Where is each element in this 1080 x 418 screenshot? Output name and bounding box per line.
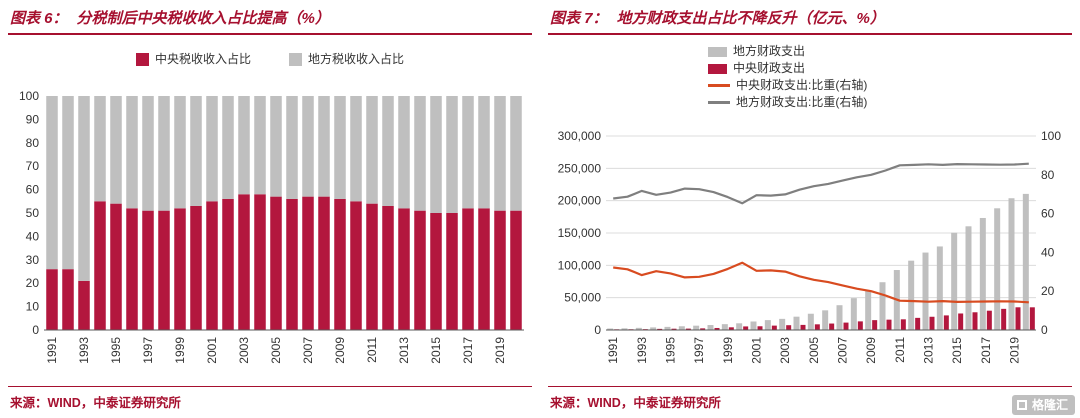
legend-item: 中央财政支出:比重(右轴) — [708, 78, 867, 93]
svg-text:2013: 2013 — [397, 337, 411, 364]
gelonghui-logo-text: 格隆汇 — [1031, 398, 1068, 412]
svg-text:1997: 1997 — [141, 337, 155, 364]
legend-label: 中央税收收入占比 — [154, 52, 251, 66]
svg-text:100: 100 — [19, 89, 39, 103]
svg-text:90: 90 — [26, 112, 40, 126]
svg-text:2009: 2009 — [333, 337, 347, 364]
figure-6-source-note: 来源：WIND，中泰证券研究所 — [10, 396, 181, 410]
legend-item: 地方财政支出:比重(右轴) — [708, 95, 867, 110]
svg-text:40: 40 — [26, 229, 40, 243]
svg-text:2007: 2007 — [301, 337, 315, 364]
svg-text:20: 20 — [1041, 284, 1055, 298]
svg-text:2007: 2007 — [836, 337, 850, 364]
svg-text:100,000: 100,000 — [558, 258, 602, 272]
figure-7-label: 图表 7： — [550, 10, 608, 27]
svg-text:50: 50 — [26, 206, 40, 220]
figure-6-label: 图表 6： — [10, 10, 68, 27]
svg-text:2019: 2019 — [493, 337, 507, 364]
svg-text:2001: 2001 — [750, 337, 764, 364]
stacked-bar-chart-tax-revenue-share: 0 10 20 30 40 50 60 70 80 90 100 1991 1993 1995 1997 19… — [19, 89, 524, 364]
figure-7-title: 地方财政支出占比不降反升（亿元、%） — [616, 10, 885, 27]
svg-text:0: 0 — [1041, 323, 1048, 337]
svg-text:1997: 1997 — [692, 337, 706, 364]
svg-text:1991: 1991 — [606, 337, 620, 364]
figure-6-source-divider — [8, 386, 532, 387]
figure-6-legend: 中央税收收入占比 地方税收收入占比 — [0, 52, 540, 67]
svg-text:200,000: 200,000 — [558, 194, 602, 208]
svg-text:0: 0 — [594, 323, 601, 337]
legend-bar-swatch — [708, 63, 727, 74]
svg-text:0: 0 — [32, 323, 39, 337]
svg-text:100: 100 — [1041, 129, 1061, 143]
figure-7-legend: 地方财政支出 中央财政支出中央财政支出:比重(右轴) 地方财政支出:比重(右轴) — [708, 44, 867, 110]
svg-text:80: 80 — [26, 136, 40, 150]
legend-item: 中央财政支出 — [708, 61, 867, 76]
svg-text:2009: 2009 — [864, 337, 878, 364]
svg-text:1991: 1991 — [45, 337, 59, 364]
legend-item: 中央税收收入占比 — [135, 52, 251, 67]
legend-label: 中央财政支出 — [733, 61, 806, 75]
svg-text:2003: 2003 — [237, 337, 251, 364]
svg-text:2001: 2001 — [205, 337, 219, 364]
legend-label: 地方税收收入占比 — [308, 52, 405, 66]
figure-6-title: 分税制后中央税收收入占比提高（%） — [76, 10, 330, 27]
svg-text:2013: 2013 — [922, 337, 936, 364]
svg-text:60: 60 — [1041, 207, 1055, 221]
svg-text:2015: 2015 — [950, 337, 964, 364]
svg-text:250,000: 250,000 — [558, 161, 602, 175]
svg-text:40: 40 — [1041, 245, 1055, 259]
legend-label: 地方财政支出 — [733, 44, 806, 58]
svg-text:30: 30 — [26, 253, 40, 267]
figure-6-header: 图表 6： 分税制后中央税收收入占比提高（%） — [10, 7, 534, 28]
legend-bar-swatch — [135, 53, 149, 66]
legend-line-swatch — [708, 84, 730, 87]
svg-text:1995: 1995 — [109, 337, 123, 364]
legend-bar-swatch — [289, 53, 302, 66]
panel-figure-7: 图表 7： 地方财政支出占比不降反升（亿元、%） 地方财政支出 中央财政支出中央财政… — [540, 0, 1080, 418]
legend-label: 地方财政支出:比重(右轴) — [736, 95, 868, 109]
svg-text:1999: 1999 — [721, 337, 735, 364]
legend-bar-swatch — [708, 46, 727, 57]
svg-text:2017: 2017 — [461, 337, 475, 364]
svg-text:50,000: 50,000 — [564, 291, 601, 305]
svg-text:150,000: 150,000 — [558, 226, 602, 240]
svg-text:2005: 2005 — [269, 337, 283, 364]
svg-text:2019: 2019 — [1008, 337, 1022, 364]
svg-text:60: 60 — [26, 183, 40, 197]
svg-text:10: 10 — [26, 300, 40, 314]
gelonghui-watermark: 格隆汇 — [1011, 395, 1075, 415]
legend-item: 地方税收收入占比 — [289, 52, 404, 67]
svg-text:1993: 1993 — [77, 337, 91, 364]
gelonghui-logo-icon — [1016, 400, 1027, 410]
svg-text:20: 20 — [26, 276, 40, 290]
svg-text:2005: 2005 — [807, 337, 821, 364]
figure-7-source-divider — [548, 386, 1072, 387]
svg-text:2003: 2003 — [778, 337, 792, 364]
svg-text:1999: 1999 — [173, 337, 187, 364]
svg-text:300,000: 300,000 — [558, 129, 602, 143]
figure-6-title-underline — [8, 33, 532, 35]
figure-7-source-note: 来源：WIND，中泰证券研究所 — [550, 396, 721, 410]
svg-text:2011: 2011 — [365, 337, 379, 363]
combo-chart-fiscal-expenditure: 0 50,000 100,000 150,000 200,000 250,000 300,0… — [558, 129, 1062, 364]
figure-7-header: 图表 7： 地方财政支出占比不降反升（亿元、%） — [550, 7, 1074, 28]
svg-text:1993: 1993 — [635, 337, 649, 364]
figure-7-title-underline — [548, 33, 1072, 35]
legend-line-swatch — [708, 101, 730, 104]
legend-item: 地方财政支出 — [708, 44, 867, 59]
panel-figure-6: 图表 6： 分税制后中央税收收入占比提高（%） 中央税收收入占比 地方税收收入占比 … — [0, 7, 540, 410]
svg-text:2015: 2015 — [429, 337, 443, 364]
svg-text:70: 70 — [26, 159, 40, 173]
svg-text:80: 80 — [1041, 168, 1055, 182]
svg-text:1995: 1995 — [664, 337, 678, 364]
svg-text:2017: 2017 — [979, 337, 993, 364]
legend-label: 中央财政支出:比重(右轴) — [736, 78, 868, 92]
svg-text:2011: 2011 — [893, 337, 907, 363]
